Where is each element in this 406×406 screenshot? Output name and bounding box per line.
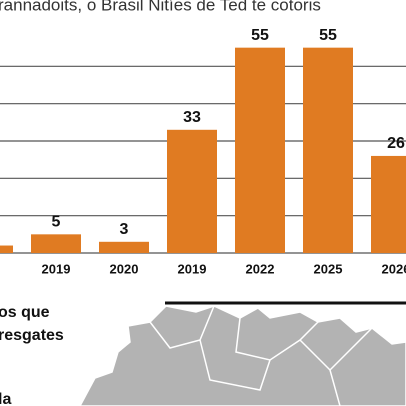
bar (235, 47, 285, 253)
side-text: la (0, 391, 11, 406)
map-borders (149, 305, 373, 406)
side-text: resgates (0, 327, 64, 344)
x-tick-label: 2020 (110, 261, 139, 276)
value-label: 26 (387, 135, 405, 152)
bar (0, 245, 13, 253)
value-label: 3 (120, 221, 129, 238)
x-tick-label: 2019 (178, 261, 207, 276)
bar (99, 241, 149, 253)
value-label: 55 (251, 27, 269, 44)
x-tick-label: 2019 (42, 261, 71, 276)
x-tick-label: 2026 (382, 261, 406, 276)
value-label: 55 (319, 27, 337, 44)
map (79, 305, 406, 406)
bar (167, 129, 217, 253)
value-label: 5 (52, 214, 61, 231)
value-label: 33 (183, 109, 201, 126)
bar (31, 234, 81, 253)
x-tick-label: 2025 (314, 261, 343, 276)
chart-title: rannadoits, o Brasil Nitíes de Ted te co… (0, 0, 321, 14)
x-tick-label: 2022 (246, 261, 275, 276)
bar (371, 155, 406, 253)
side-text: os que (0, 304, 50, 321)
bar (303, 47, 353, 253)
